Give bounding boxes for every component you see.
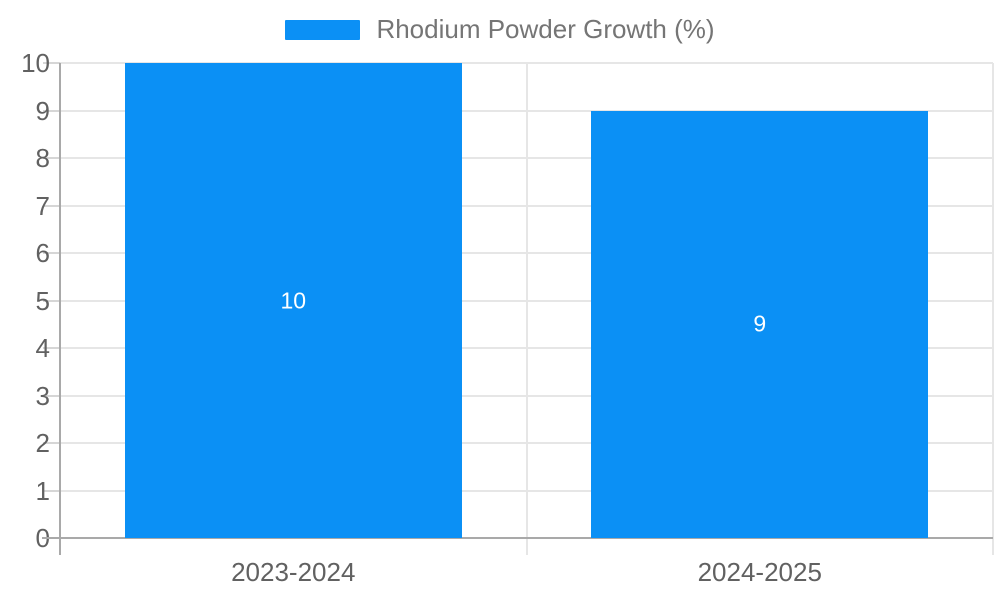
bar-value-label: 9 — [753, 310, 767, 337]
y-axis-tick — [43, 347, 60, 349]
y-axis-tick — [43, 252, 60, 254]
y-axis-tick-label: 1 — [35, 475, 50, 506]
y-axis-tick-label: 9 — [35, 95, 50, 126]
y-axis-tick-label: 8 — [35, 143, 50, 173]
y-axis-tick — [43, 157, 60, 159]
x-axis-category-label: 2023-2024 — [231, 557, 356, 587]
category-boundary-line — [525, 63, 528, 555]
legend-swatch-icon[interactable] — [285, 19, 361, 40]
y-axis-tick-label: 3 — [35, 380, 50, 411]
y-axis-tick — [43, 204, 60, 207]
y-axis-tick — [43, 299, 60, 302]
y-axis-tick — [43, 109, 60, 112]
y-axis-tick — [43, 442, 60, 444]
y-axis-tick-label: 10 — [21, 48, 50, 78]
legend-item[interactable]: Rhodium Powder Growth (%) — [0, 14, 1000, 45]
legend-label: Rhodium Powder Growth (%) — [376, 14, 715, 44]
y-axis-line — [59, 63, 61, 555]
y-axis-tick — [43, 394, 60, 397]
y-axis-tick — [43, 62, 60, 64]
bar-value-label: 10 — [280, 287, 307, 313]
bar-2023-2024[interactable] — [125, 63, 462, 538]
y-axis-tick-label: 6 — [35, 238, 50, 268]
y-axis-tick — [43, 489, 60, 492]
category-boundary-line — [992, 63, 994, 555]
x-axis-line — [42, 537, 993, 539]
y-axis-tick-label: 7 — [35, 190, 50, 221]
y-axis-tick-label: 2 — [35, 428, 50, 458]
bar-2024-2025[interactable] — [591, 110, 928, 538]
y-axis-tick-label: 5 — [35, 285, 50, 316]
y-axis-tick-label: 4 — [35, 333, 50, 363]
x-axis-category-label: 2024-2025 — [697, 557, 822, 587]
